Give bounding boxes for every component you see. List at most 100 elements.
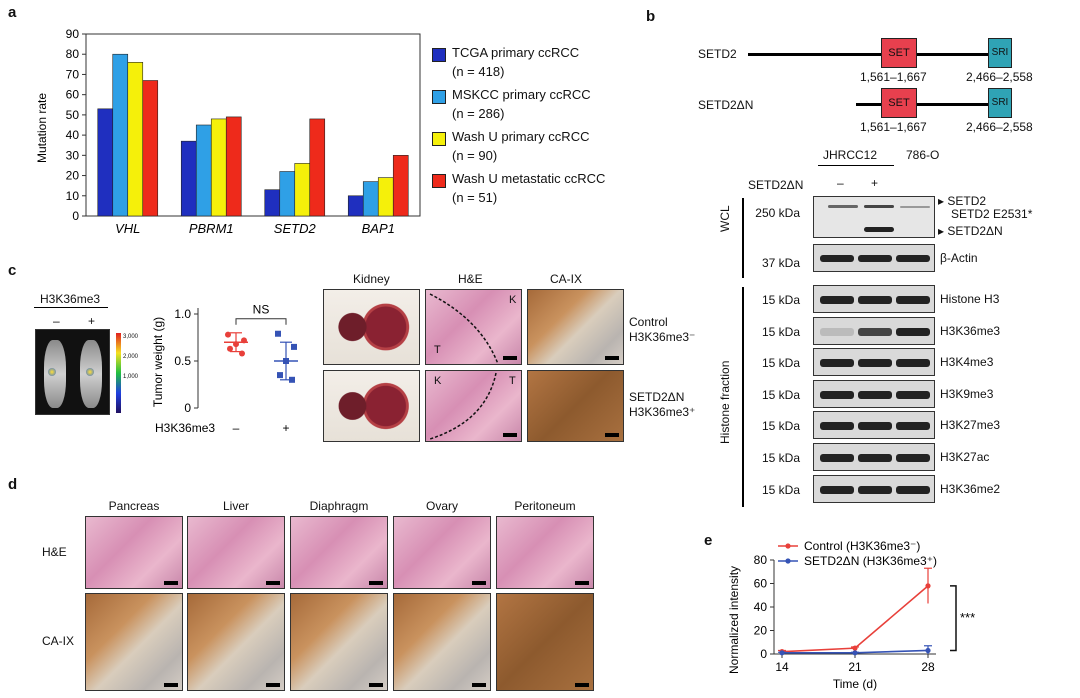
band	[820, 422, 854, 431]
tumor-weight-scatter: Tumor weight (g) 0 0.5 1.0 H3K36me3 – + NS	[151, 303, 298, 435]
caix-image-peritoneum	[496, 593, 594, 691]
col-header-kidney: Kidney	[353, 272, 390, 286]
legend-n: (n = 90)	[452, 148, 498, 163]
blot-h3k27ac	[813, 443, 935, 471]
kda-marker: 15 kDa	[761, 293, 800, 307]
y-tick-label: 40	[66, 128, 80, 142]
category-label: SETD2	[274, 221, 317, 235]
blot-label: H3K9me3	[940, 386, 994, 401]
set-range: 1,561–1,667	[860, 70, 927, 84]
kda-marker: 15 kDa	[761, 451, 800, 465]
sig-label: NS	[253, 303, 270, 317]
col-header: Diaphragm	[309, 499, 369, 513]
histone-bracket	[742, 287, 744, 507]
group-label: –	[233, 421, 240, 435]
legend-label: Wash U primary ccRCC	[452, 129, 590, 144]
blot-label: Histone H3	[940, 292, 1000, 306]
data-point	[925, 583, 931, 589]
bar	[264, 189, 281, 217]
bar	[279, 171, 296, 217]
imaging-title-rule	[34, 307, 108, 308]
x-axis-label: H3K36me3	[155, 421, 215, 435]
bar	[112, 53, 129, 217]
kidney-marker: K	[509, 294, 517, 306]
histone-fraction-label: Histone fraction	[718, 360, 732, 444]
panel-label-d: d	[8, 476, 18, 493]
normalized-intensity-line-chart: Normalized intensity 0 20 40 60 80 14 21 28 Time…	[727, 539, 975, 691]
y-tick-label: 30	[66, 148, 80, 162]
band	[896, 359, 930, 368]
bar	[142, 80, 159, 217]
x-tick-label: 28	[921, 660, 935, 674]
y-tick-label: 20	[754, 624, 768, 638]
bar	[225, 116, 242, 217]
setd2dn-row-label: SETD2ΔN	[748, 178, 804, 192]
blot-label: H3K27ac	[940, 450, 990, 464]
he-image-pancreas	[85, 516, 183, 589]
data-point-control	[225, 331, 231, 338]
he-image-control: K T	[425, 289, 522, 365]
set-range: 1,561–1,667	[860, 120, 927, 134]
band	[896, 296, 930, 304]
cell-line-jhrcc12: JHRCC12	[823, 148, 878, 162]
kidney-image-control	[323, 289, 420, 365]
panel-label-b: b	[646, 8, 656, 25]
band	[820, 327, 854, 336]
legend-n: (n = 418)	[452, 64, 505, 79]
lane-plus: +	[871, 176, 879, 190]
row-label: CA-IX	[42, 634, 75, 648]
he-image-ovary	[393, 516, 491, 589]
kda-marker: 250 kDa	[755, 206, 800, 220]
y-tick-label: 50	[66, 108, 80, 122]
caix-image-liver	[187, 593, 285, 691]
data-point	[852, 645, 858, 651]
group-label: +	[282, 421, 289, 435]
wcl-label: WCL	[718, 205, 732, 232]
band	[896, 485, 930, 494]
y-tick-label: 1.0	[174, 307, 191, 321]
y-tick-label: 10	[66, 189, 80, 203]
data-point	[925, 647, 931, 654]
scatter-ylabel: Tumor weight (g)	[151, 317, 165, 407]
legend-label: MSKCC primary ccRCC	[452, 87, 591, 102]
set-domain: SET	[881, 38, 917, 68]
bar	[294, 163, 311, 217]
kidney-image-setd2dn	[323, 370, 420, 442]
y-tick-label: 0	[184, 401, 191, 415]
colorbar-tick: 2,000	[123, 354, 139, 360]
band	[820, 454, 854, 462]
colorbar	[116, 333, 121, 413]
he-image-peritoneum	[496, 516, 594, 589]
category-label: VHL	[115, 221, 140, 235]
y-tick-label: 0.5	[174, 354, 191, 368]
bar	[195, 124, 212, 217]
bar	[127, 62, 144, 217]
x-tick-label: 21	[848, 660, 862, 674]
kda-marker: 15 kDa	[761, 482, 800, 497]
row-label-control: Control H3K36me3⁻	[629, 315, 696, 344]
band	[858, 359, 892, 368]
blot-h3k9me3	[813, 379, 935, 408]
sig-label: ***	[960, 610, 975, 625]
panel-label-a: a	[8, 4, 17, 21]
data-point-control	[227, 345, 233, 352]
mutation-rate-bar-chart: Mutation rate 0 10 20 30 40 50 60 70 80 90 VHL PBR…	[35, 27, 421, 235]
plot-frame	[85, 33, 421, 217]
protein-line	[748, 53, 988, 56]
bar	[309, 118, 326, 217]
legend-marker	[785, 543, 791, 549]
bar	[347, 195, 364, 217]
band	[820, 359, 854, 368]
blot-setd2	[813, 196, 935, 238]
row-label: H&E	[42, 544, 67, 559]
he-image-setd2dn: K T	[425, 370, 522, 442]
wcl-bracket	[742, 198, 744, 278]
band	[820, 296, 854, 304]
y-tick-label: 0	[72, 209, 79, 223]
cell-line-786o: 786-O	[906, 148, 940, 162]
x-tick-label: 14	[775, 660, 789, 674]
band	[858, 296, 892, 304]
sri-domain: SRI	[988, 38, 1012, 68]
colorbar-tick: 3,000	[123, 334, 139, 340]
data-point-setd2dn	[275, 330, 281, 337]
